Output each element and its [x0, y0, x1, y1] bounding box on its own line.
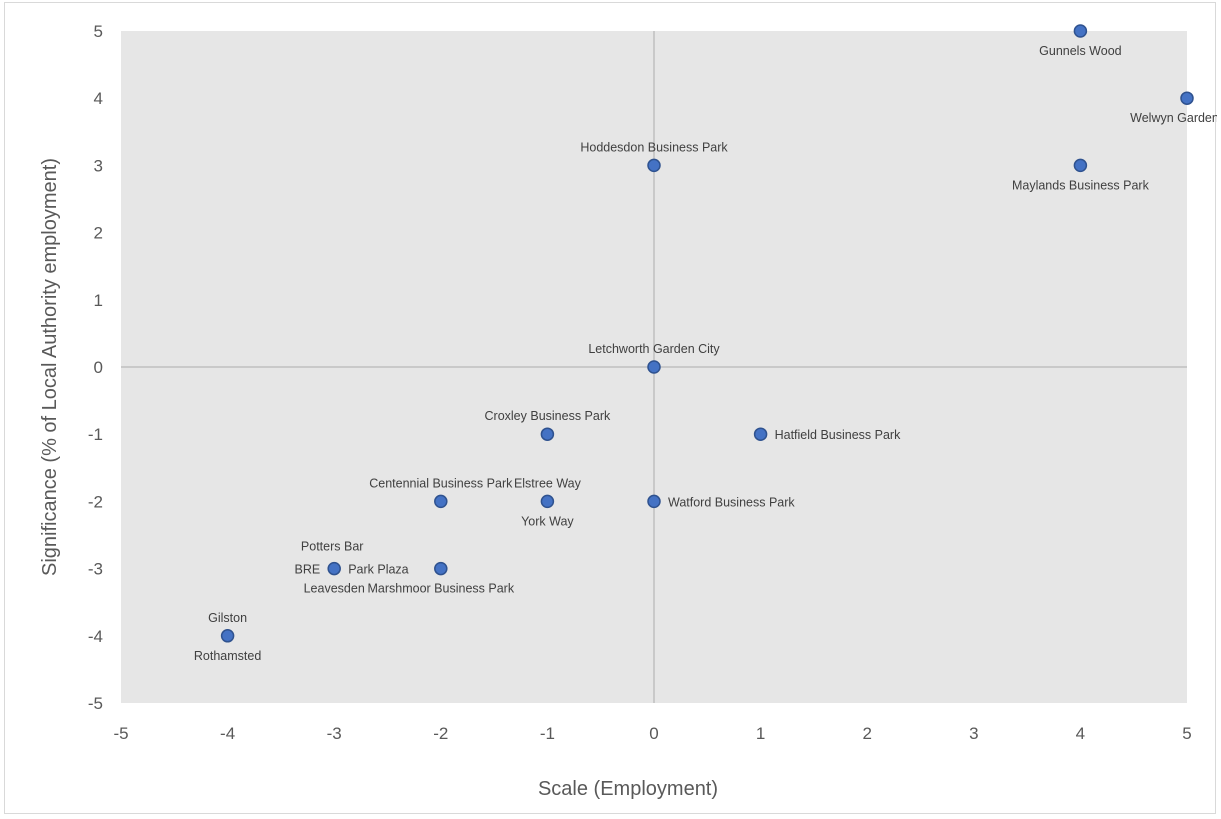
point-label: Potters Bar — [301, 540, 364, 554]
x-tick-label: -2 — [433, 724, 448, 743]
x-tick-label: -3 — [327, 724, 342, 743]
y-tick-label: -2 — [88, 492, 103, 511]
data-point — [434, 494, 448, 509]
y-tick-label: -5 — [88, 694, 103, 713]
data-point — [1073, 24, 1088, 38]
y-tick-label: 4 — [94, 89, 103, 108]
y-tick-label: 1 — [94, 291, 103, 310]
x-axis-title: Scale (Employment) — [538, 778, 718, 800]
y-axis-title: Significance (% of Local Authority emplo… — [39, 158, 61, 576]
tick-labels: -5 -4 -3 -2 -1 0 1 2 3 4 5 -5 -4 -3 -2 -1 0 1 2 3 4 5 — [88, 22, 1192, 743]
point-label: BRE — [294, 563, 320, 577]
point-label: York Way — [521, 514, 574, 528]
data-point — [434, 561, 448, 576]
point-label: Maylands Business Park — [1012, 178, 1150, 192]
data-point — [220, 629, 235, 643]
point-label: Elstree Way — [514, 476, 582, 490]
point-label: Marshmoor Business Park — [368, 582, 515, 596]
point-label: Croxley Business Park — [485, 409, 611, 423]
data-point — [327, 561, 341, 576]
x-tick-label: 2 — [862, 724, 871, 743]
y-tick-label: -3 — [88, 560, 103, 579]
scatter-chart: -5 -4 -3 -2 -1 0 1 2 3 4 5 -5 -4 -3 -2 -1 0 1 2 3 4 5 Gunnels… — [39, 22, 1217, 800]
x-tick-label: -5 — [113, 724, 128, 743]
point-label: Welwyn Garden City — [1130, 111, 1217, 125]
point-label: Watford Business Park — [668, 495, 795, 509]
data-point — [1073, 158, 1088, 173]
x-tick-label: -4 — [220, 724, 235, 743]
x-tick-label: 4 — [1076, 724, 1085, 743]
chart-frame: -5 -4 -3 -2 -1 0 1 2 3 4 5 -5 -4 -3 -2 -1 0 1 2 3 4 5 Gunnels… — [4, 2, 1217, 814]
y-tick-label: 3 — [94, 156, 103, 175]
point-label: Hatfield Business Park — [775, 428, 902, 442]
x-tick-label: -1 — [540, 724, 555, 743]
point-label: Rothamsted — [194, 649, 261, 663]
x-tick-label: 0 — [649, 724, 658, 743]
x-tick-label: 5 — [1182, 724, 1191, 743]
data-point — [540, 494, 555, 509]
point-label: Hoddesdon Business Park — [580, 140, 728, 154]
data-point — [647, 158, 661, 173]
data-point — [753, 427, 768, 441]
point-label: Park Plaza — [348, 563, 408, 577]
y-tick-label: -4 — [88, 627, 103, 646]
data-point — [647, 360, 661, 374]
y-tick-label: 5 — [94, 22, 103, 41]
y-tick-label: 0 — [94, 358, 103, 377]
data-points — [220, 24, 1194, 643]
point-label: Leavesden — [304, 582, 365, 596]
data-point — [647, 494, 661, 509]
x-tick-label: 1 — [756, 724, 765, 743]
y-tick-label: 2 — [94, 224, 103, 243]
point-label: Letchworth Garden City — [588, 342, 720, 356]
point-label: Gilston — [208, 611, 247, 625]
point-label: Centennial Business Park — [369, 476, 513, 490]
point-labels: Gunnels Wood Welwyn Garden City Hoddesdon … — [194, 44, 1217, 663]
y-tick-label: -1 — [88, 425, 103, 444]
data-point — [540, 427, 555, 441]
data-point — [1180, 91, 1194, 105]
x-tick-label: 3 — [969, 724, 978, 743]
point-label: Gunnels Wood — [1039, 44, 1122, 58]
